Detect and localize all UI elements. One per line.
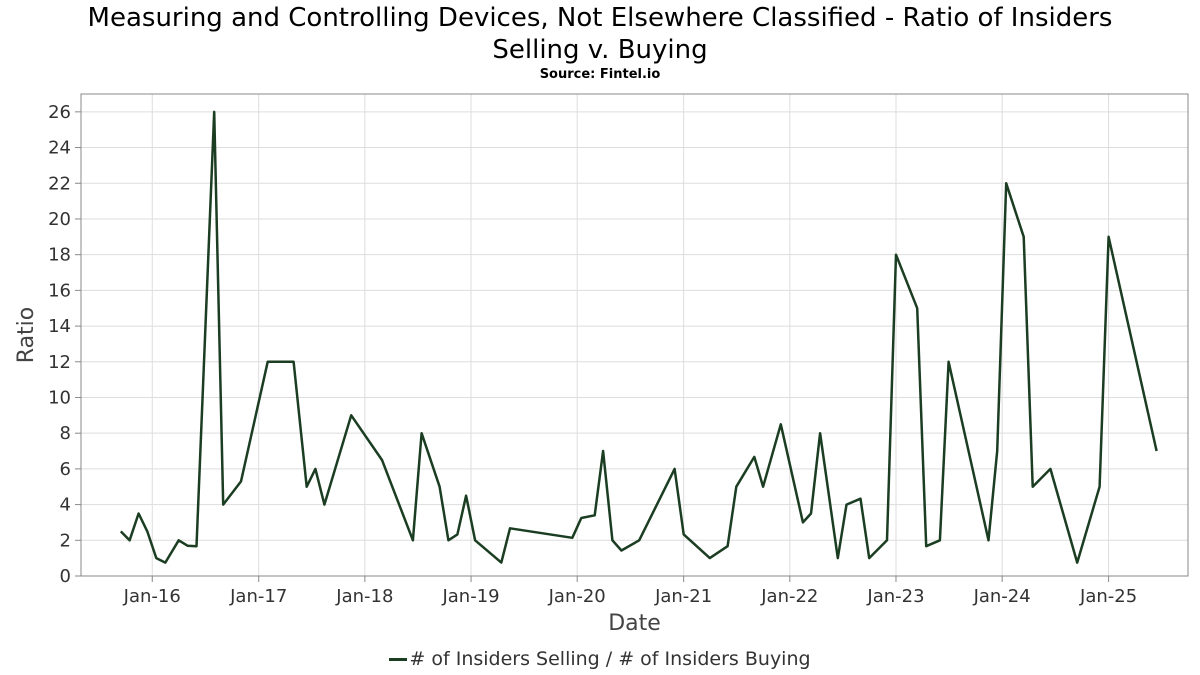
y-tick-label: 24 — [48, 138, 71, 159]
y-tick-label: 0 — [60, 566, 71, 587]
series-layer — [119, 110, 1158, 564]
series-line — [119, 110, 1158, 564]
x-tick-label: Jan-24 — [973, 586, 1031, 607]
x-tick-label: Jan-18 — [335, 586, 393, 607]
x-tick-label: Jan-20 — [548, 586, 606, 607]
x-tick-label: Jan-17 — [229, 586, 287, 607]
y-axis-title: Ratio — [14, 307, 39, 363]
y-tick-label: 20 — [48, 209, 71, 230]
y-tick-label: 16 — [48, 280, 71, 301]
legend: # of Insiders Selling / # of Insiders Bu… — [0, 648, 1200, 670]
x-tick-label: Jan-23 — [866, 586, 924, 607]
chart-subtitle: Source: Fintel.io — [539, 67, 661, 82]
x-tick-label: Jan-25 — [1079, 586, 1137, 607]
y-tick-label: 12 — [48, 352, 71, 373]
chart-title-line2: Selling v. Buying — [492, 35, 708, 65]
y-tick-label: 4 — [60, 495, 71, 516]
chart-title-line1: Measuring and Controlling Devices, Not E… — [87, 3, 1113, 33]
y-tick-label: 2 — [60, 530, 71, 551]
y-tick-label: 18 — [48, 245, 71, 266]
x-axis-title: Date — [608, 611, 661, 636]
y-tick-label: 26 — [48, 102, 71, 123]
chart-title: Measuring and Controlling Devices, Not E… — [0, 2, 1200, 66]
x-tick-label: Jan-16 — [123, 586, 181, 607]
x-tick-label: Jan-22 — [760, 586, 818, 607]
y-tick-label: 22 — [48, 173, 71, 194]
legend-label: # of Insiders Selling / # of Insiders Bu… — [409, 648, 811, 670]
y-tick-label: 10 — [48, 387, 71, 408]
y-tick-label: 8 — [60, 423, 71, 444]
x-tick-label: Jan-19 — [441, 586, 499, 607]
y-tick-label: 14 — [48, 316, 71, 337]
x-tick-label: Jan-21 — [654, 586, 712, 607]
grid-lines — [81, 94, 1188, 577]
plot-frame — [80, 93, 1189, 577]
legend-swatch — [389, 658, 408, 661]
x-axis: Jan-16 Jan-17 Jan-18 Jan-19 Jan-20 Jan-21 Jan-… — [123, 576, 1137, 607]
y-tick-label: 6 — [60, 459, 71, 480]
